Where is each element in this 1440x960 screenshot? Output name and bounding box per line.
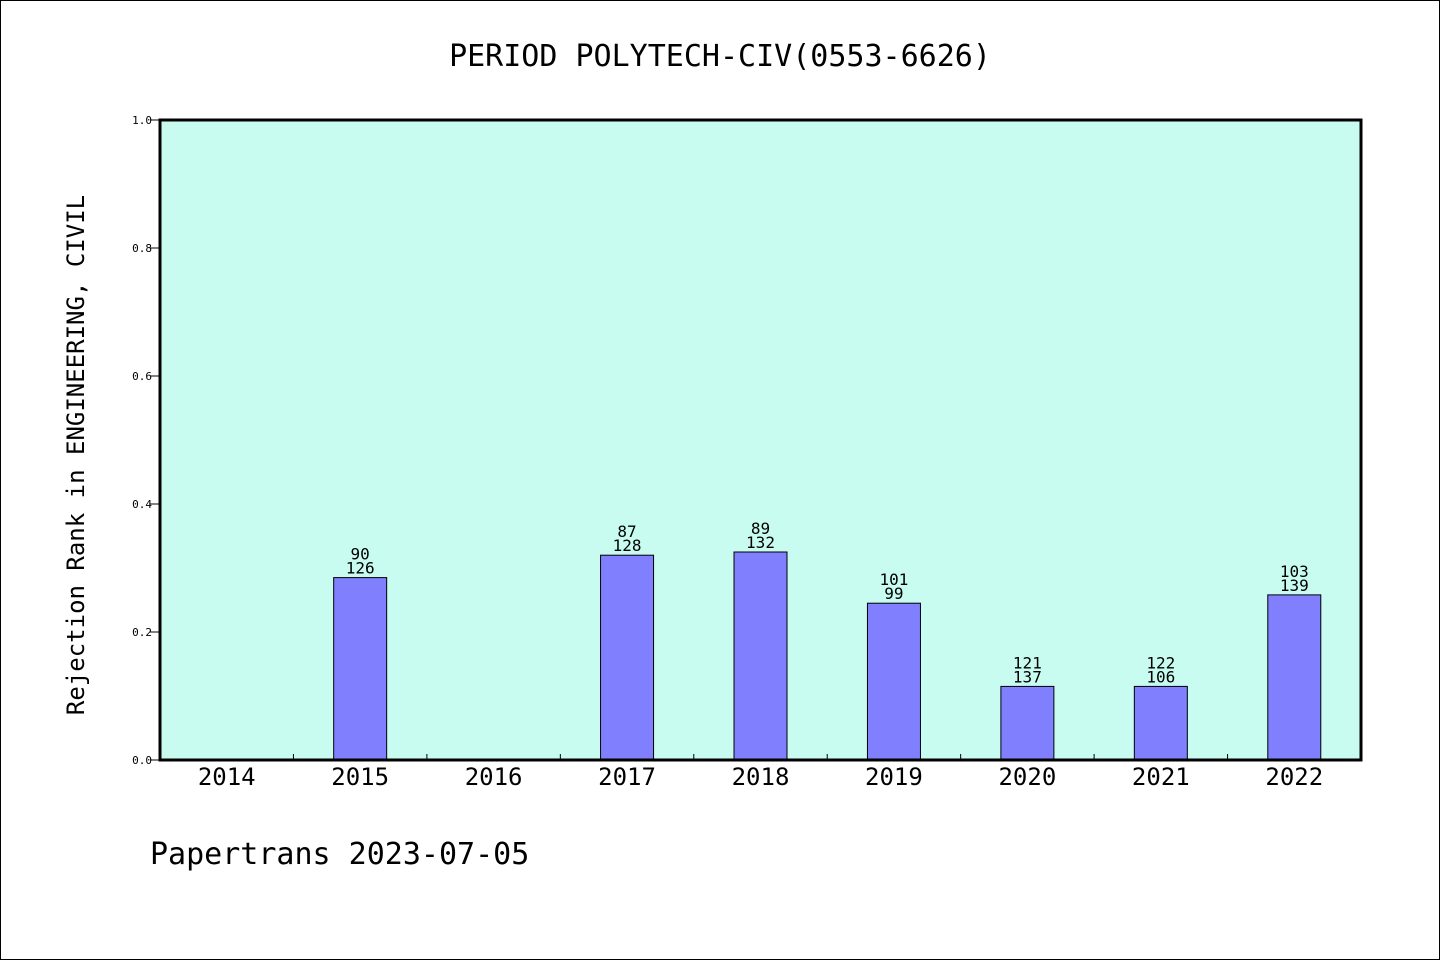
bar [1267, 594, 1322, 761]
bar-label-bottom: 132 [746, 533, 775, 552]
bar-label-top: 90 [351, 545, 370, 564]
x-tick-label: 2016 [465, 763, 523, 791]
y-axis-label: Rejection Rank in ENGINEERING, CIVIL [62, 195, 90, 715]
y-tick-label: 0.2 [132, 626, 152, 639]
x-tick-label: 2017 [598, 763, 656, 791]
bar-label-top: 103 [1280, 562, 1309, 581]
bar-label-top: 89 [751, 519, 770, 538]
bar-label-bottom: 137 [1013, 667, 1042, 686]
chart-title: PERIOD POLYTECH-CIV(0553-6626) [449, 39, 991, 74]
bar-label-bottom: 139 [1280, 576, 1309, 595]
bar-label-top: 87 [617, 522, 636, 541]
x-tick-label: 2018 [732, 763, 790, 791]
y-tick-label: 0.6 [132, 370, 152, 383]
y-tick-label: 0.8 [132, 242, 152, 255]
bar-label-top: 121 [1013, 653, 1042, 672]
bar-label-bottom: 128 [613, 536, 642, 555]
footer-text: Papertrans 2023-07-05 [150, 837, 529, 872]
x-tick-label: 2015 [331, 763, 389, 791]
x-tick-label: 2021 [1132, 763, 1190, 791]
bar-label-top: 122 [1146, 653, 1175, 672]
bar [1000, 685, 1055, 761]
bar [733, 551, 788, 761]
plot-border [158, 118, 1363, 762]
y-tick-label: 0.4 [132, 498, 152, 511]
bar-label-bottom: 99 [884, 584, 903, 603]
bar [600, 554, 655, 761]
bar [866, 602, 921, 761]
x-tick-label: 2022 [1265, 763, 1323, 791]
y-tick-label: 1.0 [132, 114, 152, 127]
bar [333, 577, 388, 761]
bar-label-top: 101 [879, 570, 908, 589]
bar-label-bottom: 106 [1146, 667, 1175, 686]
bar-label-bottom: 126 [346, 559, 375, 578]
x-tick-label: 2020 [998, 763, 1056, 791]
x-tick-label: 2014 [198, 763, 256, 791]
bar [1133, 685, 1188, 761]
x-tick-label: 2019 [865, 763, 923, 791]
y-tick-label: 0.0 [132, 754, 152, 767]
